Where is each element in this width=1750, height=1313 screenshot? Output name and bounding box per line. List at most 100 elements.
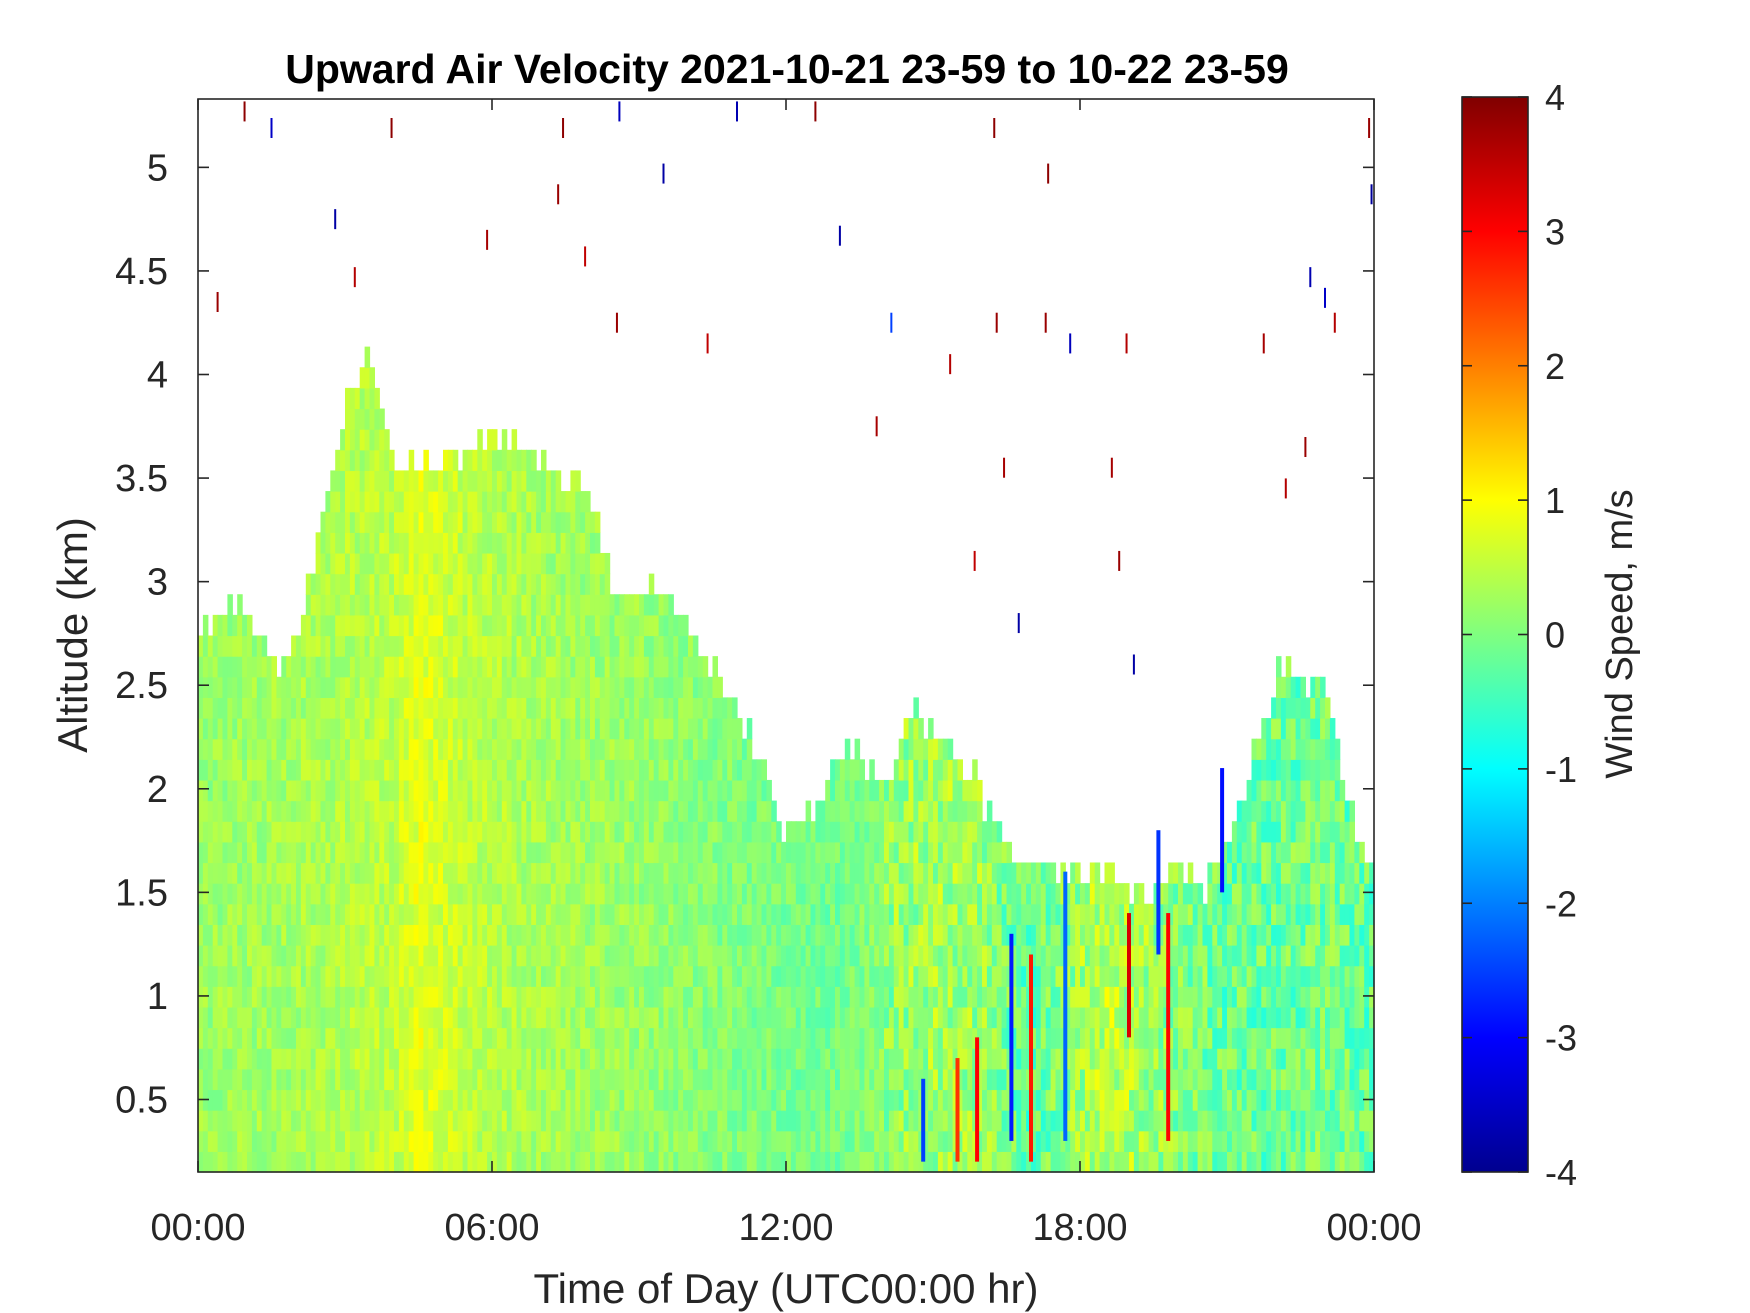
heatmap-cell (408, 635, 415, 657)
heatmap-cell (820, 1130, 826, 1152)
heatmap-cell (692, 1068, 699, 1091)
heatmap-cell (330, 903, 336, 925)
heatmap-cell (884, 965, 890, 987)
heatmap-cell (560, 676, 567, 698)
heatmap-cell (447, 841, 454, 864)
heatmap-cell (854, 759, 861, 781)
heatmap-cell (639, 676, 645, 698)
heatmap-cell (247, 676, 253, 698)
heatmap-cell (354, 718, 361, 740)
heatmap-cell (570, 1068, 576, 1091)
heatmap-cell (585, 924, 591, 946)
heatmap-cell (222, 1151, 228, 1173)
heatmap-cell (893, 779, 900, 802)
heatmap-cell (389, 800, 395, 822)
heatmap-cell (1045, 945, 1052, 967)
heatmap-cell (349, 924, 356, 946)
heatmap-cell (967, 986, 973, 1008)
heatmap-cell (550, 1006, 557, 1029)
heatmap-cell (790, 924, 797, 946)
heatmap-cell (908, 1068, 914, 1091)
heatmap-cell (457, 1151, 464, 1173)
heatmap-cell (394, 965, 400, 987)
heatmap-cell (492, 945, 498, 967)
heatmap-cell (570, 491, 576, 513)
heatmap-cell (227, 1151, 233, 1173)
heatmap-cell (888, 883, 895, 905)
heatmap-cell (251, 965, 258, 987)
heatmap-cell (570, 614, 576, 637)
heatmap-cell (296, 718, 302, 740)
heatmap-cell (722, 862, 728, 884)
heatmap-cell (1153, 1048, 1159, 1070)
heatmap-cell (207, 1089, 214, 1111)
heatmap-cell (384, 635, 390, 657)
heatmap-cell (237, 903, 243, 925)
heatmap-cell (1124, 986, 1130, 1008)
heatmap-cell (369, 367, 375, 389)
heatmap-cell (609, 738, 616, 760)
heatmap-cell (202, 1151, 209, 1173)
heatmap-cell (727, 1110, 733, 1132)
heatmap-cell (462, 676, 469, 698)
heatmap-cell (727, 1089, 733, 1111)
heatmap-cell (1070, 1048, 1076, 1070)
heatmap-cell (717, 1027, 723, 1049)
heatmap-cell (374, 676, 380, 698)
heatmap-cell (374, 656, 380, 678)
heatmap-cell (928, 1110, 934, 1132)
heatmap-cell (893, 800, 900, 822)
heatmap-cell (247, 635, 253, 657)
heatmap-cell (492, 594, 498, 616)
heatmap-cell (781, 1110, 787, 1132)
heatmap-cell (467, 449, 473, 472)
heatmap-cell (345, 779, 351, 802)
heatmap-cell (198, 1151, 204, 1173)
heatmap-cell (830, 883, 836, 905)
heatmap-cell (849, 841, 856, 864)
heatmap-cell (972, 903, 978, 925)
heatmap-cell (364, 821, 371, 843)
heatmap-cell (423, 552, 429, 575)
heatmap-cell (325, 1089, 331, 1111)
heatmap-cell (781, 924, 787, 946)
heatmap-cell (619, 635, 625, 657)
heatmap-cell (1084, 1089, 1091, 1111)
heatmap-cell (354, 1048, 361, 1070)
heatmap-cell (227, 1110, 233, 1132)
heatmap-cell (276, 883, 282, 905)
heatmap-cell (320, 676, 326, 698)
heatmap-cell (266, 945, 273, 967)
heatmap-cell (663, 614, 669, 637)
heatmap-cell (345, 491, 351, 513)
heatmap-cell (472, 903, 478, 925)
heatmap-cell (786, 1089, 792, 1111)
heatmap-cell (908, 986, 914, 1008)
heatmap-cell (717, 841, 723, 864)
heatmap-cell (349, 841, 356, 864)
heatmap-cell (707, 924, 714, 946)
heatmap-cell (511, 532, 518, 554)
heatmap-cell (570, 862, 576, 884)
heatmap-cell (1089, 1110, 1096, 1132)
heatmap-cell (335, 635, 341, 657)
heatmap-cell (624, 821, 630, 843)
heatmap-cell (962, 883, 968, 905)
heatmap-cell (384, 1006, 390, 1029)
heatmap-cell (594, 738, 601, 760)
heatmap-cell (550, 1027, 557, 1049)
heatmap-cell (815, 1110, 821, 1132)
heatmap-cell (805, 965, 812, 987)
heatmap-cell (345, 656, 351, 678)
heatmap-cell (717, 1048, 723, 1070)
heatmap-cell (1163, 924, 1169, 946)
heatmap-cell (879, 965, 885, 987)
heatmap-cell (1089, 1027, 1096, 1049)
heatmap-cell (472, 965, 478, 987)
heatmap-cell (359, 1027, 366, 1049)
heatmap-cell (291, 656, 297, 678)
heatmap-cell (692, 945, 699, 967)
heatmap-cell (629, 986, 635, 1008)
heatmap-cell (501, 841, 508, 864)
heatmap-cell (345, 573, 351, 595)
